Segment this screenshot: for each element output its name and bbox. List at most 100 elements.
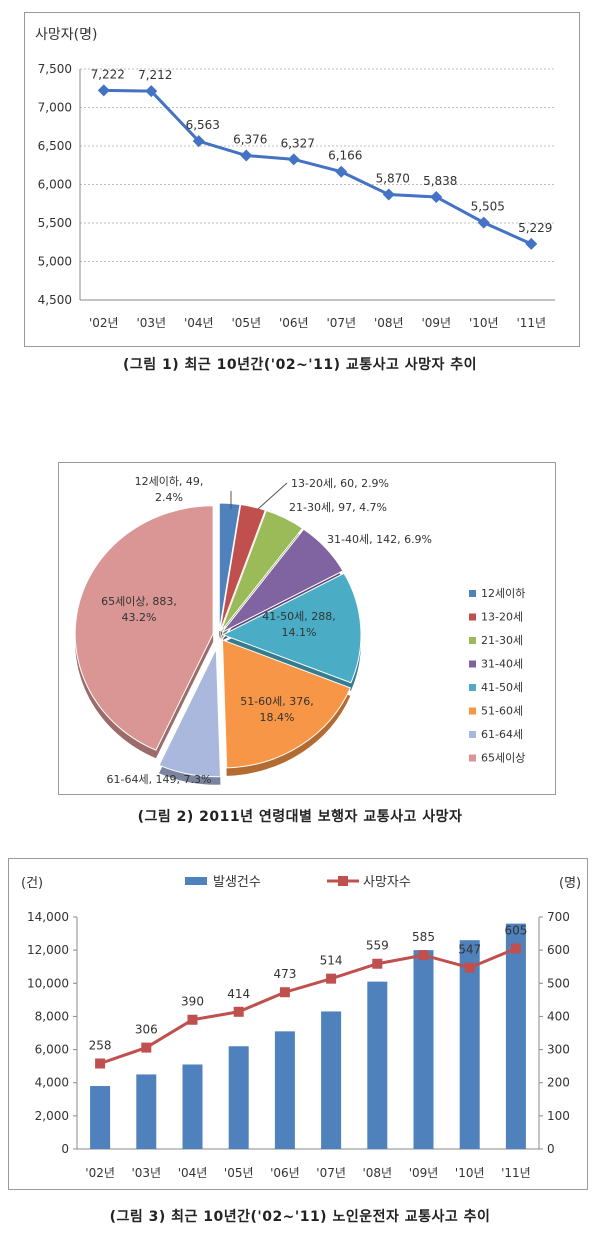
pie-data-label: 14.1% [282,626,317,639]
deaths-marker [418,950,429,961]
left-tick-label: 4,000 [35,1076,69,1090]
deaths-marker [372,958,383,969]
x-tick-label: '06년 [279,316,309,330]
legend-label: 12세이하 [481,586,525,600]
data-label: 605 [504,923,527,937]
x-tick-label: '11년 [516,316,546,330]
legend-label: 51-60세 [481,705,523,718]
x-tick-label: '09년 [409,1166,439,1180]
incident-bar [505,923,526,1149]
left-tick-label: 14,000 [27,910,69,924]
x-tick-label: '07년 [316,1166,346,1180]
deaths-marker [279,987,290,998]
legend-swatch [469,637,476,644]
leader-line [257,482,288,510]
left-tick-label: 0 [61,1142,69,1156]
fatalities-line-chart-svg: 사망자(명) 4,500 5,000 5,500 6,000 6,500 7,000 7,5… [35,27,555,330]
legend-label: 31-40세 [481,658,523,671]
data-label: 7,212 [138,68,172,82]
legend-swatch [469,613,476,621]
x-tick-label: '09년 [421,316,451,330]
right-tick-label: 300 [547,1043,570,1057]
x-tick-label: '10년 [469,316,499,330]
x-tick-label: '02년 [89,316,119,330]
left-tick-label: 6,000 [35,1043,69,1057]
x-tick-label: '02년 [85,1166,115,1180]
legend-swatch [469,660,476,668]
data-label: 5,229 [518,221,552,235]
deaths-series-line [99,947,517,1065]
data-point-marker [335,165,348,178]
data-label: 547 [458,943,481,957]
data-point-marker [287,153,300,166]
legend-label: 21-30세 [481,634,523,647]
pie-data-label: 12세이하, 49, [135,474,204,488]
pie-slice [158,648,222,778]
x-tick-label: '04년 [178,1166,208,1180]
left-tick-label: 12,000 [27,943,69,957]
data-label: 6,376 [233,133,267,147]
y-tick-label: 5,500 [38,216,72,230]
legend-swatch [469,590,476,597]
fatalities-trend-chart: 사망자(명) 4,500 5,000 5,500 6,000 6,500 7,000 7,5… [24,12,580,347]
legend-bar-label: 발생건수 [213,875,261,890]
x-tick-label: '06년 [270,1166,300,1180]
x-tick-label: '11년 [501,1166,531,1180]
deaths-marker [326,973,337,984]
pie-data-label: 18.4% [260,711,295,724]
incident-bar [228,1046,249,1149]
y-tick-label: 6,500 [38,139,72,153]
legend-label: 13-20세 [481,611,523,624]
pie-data-label: 61-64세, 149, 7.3% [106,773,211,786]
pie-slice [219,504,266,632]
legend-swatch [469,707,476,715]
legend-label: 65세이상 [481,752,525,765]
pie-data-label: 21-30세, 97, 4.7% [289,501,387,514]
deaths-marker [141,1042,152,1053]
deaths-marker [233,1006,244,1017]
pie-slice [221,572,362,684]
x-tick-label: '05년 [231,316,261,330]
pie-slice [221,639,352,769]
incident-bar [367,981,388,1149]
legend-swatch [469,754,476,762]
data-point-marker [240,149,253,162]
pie-slice [220,509,304,632]
pie-data-label: 31-40세, 142, 6.9% [327,533,432,546]
y-tick-label: 7,500 [38,62,72,76]
data-point-marker [192,135,205,148]
pie-data-label: 65세이상, 883, [101,595,177,608]
data-point-marker [382,188,395,201]
data-label: 7,222 [91,67,125,81]
incident-bar [321,1011,342,1149]
x-tick-label: '03년 [136,316,166,330]
incident-bar [413,950,434,1149]
deaths-marker [187,1014,198,1025]
pedestrian-age-pie-chart: 12세이하, 49, 2.4% 13-20세, 60, 2.9% 21-30세, 97… [58,462,556,795]
legend-swatch [469,731,476,738]
incident-bar [90,1086,111,1149]
pie-data-label: 2.4% [155,491,183,504]
incident-bar [459,940,480,1149]
y-tick-label: 5,000 [38,255,72,269]
left-tick-label: 10,000 [27,976,69,990]
data-label: 306 [135,1023,158,1037]
legend-bar-swatch [185,877,207,885]
data-point-marker [97,84,110,97]
data-label: 5,505 [471,200,505,214]
deaths-marker [464,962,475,973]
data-label: 6,563 [186,118,220,132]
data-label: 390 [181,995,204,1009]
deaths-marker [510,943,521,954]
x-tick-label: '03년 [131,1166,161,1180]
elderly-driver-combo-svg: (건) (명) 0 2,000 4,000 6,000 8,000 10,000 12,00… [21,875,581,1180]
data-point-marker [430,190,443,203]
x-tick-label: '04년 [184,316,214,330]
x-tick-label: '05년 [224,1166,254,1180]
incident-bar [182,1064,203,1149]
y-axis-unit-label: 사망자(명) [35,27,97,43]
incident-bar [274,1031,295,1149]
x-tick-label: '07년 [326,316,356,330]
data-label: 473 [273,967,296,981]
y-tick-label: 7,000 [38,101,72,115]
